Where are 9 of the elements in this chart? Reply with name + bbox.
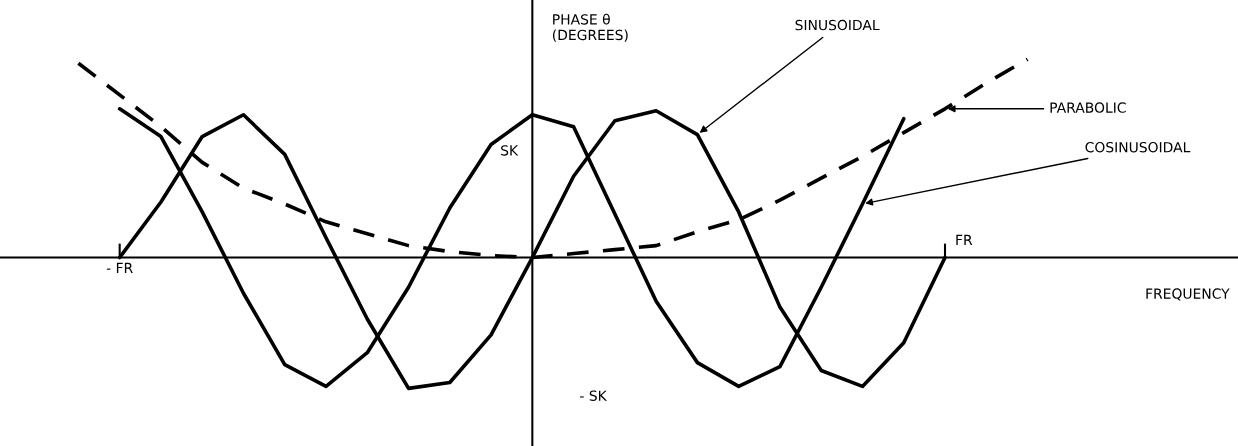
x-tick-label: - FR <box>106 262 133 273</box>
annotation: SK <box>501 145 519 156</box>
x-axis-title: FREQUENCY <box>1146 288 1230 301</box>
y-axis-title: PHASE θ (DEGREES) <box>552 13 628 42</box>
text: - SK <box>580 390 608 401</box>
text: COSINUSOIDAL <box>1085 141 1191 153</box>
x-tick-label: FR <box>956 234 973 245</box>
text: SINUSOIDAL <box>795 19 880 31</box>
text: PARABOLIC <box>1050 102 1126 113</box>
